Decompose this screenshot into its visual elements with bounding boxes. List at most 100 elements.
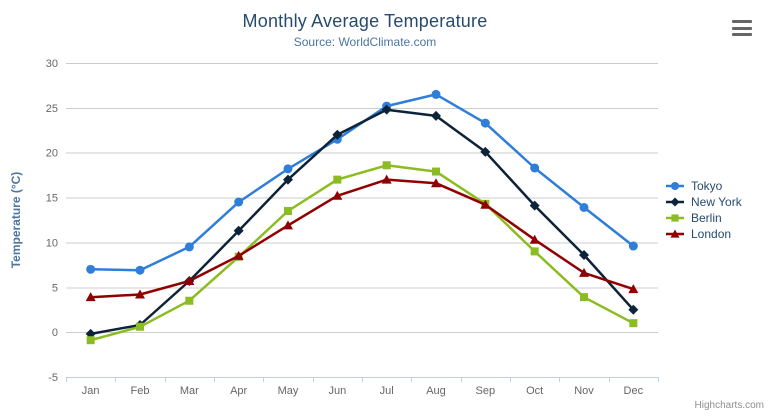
series-line-london[interactable] (89, 178, 635, 299)
data-point-square[interactable] (629, 319, 638, 328)
data-point-triangle[interactable] (135, 289, 145, 299)
data-point-triangle[interactable] (579, 267, 589, 277)
data-point-square[interactable] (671, 214, 679, 222)
x-axis-labels: Jan Feb Mar Apr May Jun Jul Aug Sep Oct Nov Dec (82, 385, 644, 397)
data-point-circle[interactable] (530, 163, 540, 173)
data-point-triangle[interactable] (529, 234, 540, 244)
x-axis-tick-label: Aug (426, 385, 446, 397)
gridlines (66, 63, 658, 378)
x-axis-tick-label: Dec (624, 385, 644, 397)
legend-marker-triangle-icon (666, 229, 684, 238)
x-axis (66, 377, 659, 382)
series-line-berlin[interactable] (89, 164, 635, 342)
legend-marker-square-icon (666, 214, 684, 222)
data-point-circle[interactable] (135, 265, 145, 275)
data-point-diamond[interactable] (233, 225, 244, 236)
legend-item-tokyo[interactable]: Tokyo (666, 178, 742, 194)
x-axis-tick-label: Jan (82, 385, 100, 397)
hamburger-menu-icon (732, 26, 752, 30)
legend-marker-diamond-icon (666, 197, 684, 207)
data-point-circle[interactable] (431, 89, 441, 99)
series-london[interactable] (85, 174, 639, 302)
data-point-diamond[interactable] (628, 304, 639, 315)
legend-marker-circle-icon (666, 181, 684, 191)
data-point-diamond[interactable] (332, 129, 343, 140)
x-axis-tick-label: Apr (230, 385, 247, 397)
data-point-diamond[interactable] (283, 174, 293, 185)
data-point-square[interactable] (432, 167, 440, 176)
x-axis-tick-label: Nov (574, 385, 594, 397)
data-point-square[interactable] (382, 161, 391, 170)
series-tokyo[interactable] (86, 89, 638, 275)
x-axis-tick-label: Jul (380, 385, 394, 397)
y-axis-tick-label: 20 (46, 148, 58, 160)
data-point-square[interactable] (86, 336, 95, 345)
data-point-circle[interactable] (234, 197, 244, 207)
data-point-diamond[interactable] (431, 110, 441, 121)
data-point-square[interactable] (136, 322, 144, 331)
y-axis-tick-label: -5 (48, 372, 58, 384)
data-point-square[interactable] (284, 207, 292, 216)
series-line-tokyo[interactable] (89, 93, 635, 272)
legend-label: London (691, 227, 732, 241)
legend-label: New York (691, 195, 742, 209)
y-axis-title: Temperature (°C) (9, 171, 23, 269)
x-axis-tick-label: Feb (131, 385, 150, 397)
y-axis-tick-label: 15 (46, 193, 58, 205)
data-point-triangle[interactable] (283, 220, 293, 230)
data-point-diamond[interactable] (381, 104, 392, 115)
legend: Tokyo New York Berlin London (666, 178, 742, 242)
x-axis-tick-label: Jun (328, 385, 346, 397)
legend-item-london[interactable]: London (666, 226, 742, 242)
data-point-circle[interactable] (184, 242, 194, 252)
chart-title: Monthly Average Temperature (242, 11, 488, 31)
data-point-triangle[interactable] (184, 276, 195, 286)
data-point-triangle[interactable] (233, 250, 244, 260)
legend-item-berlin[interactable]: Berlin (666, 210, 742, 226)
credits-link[interactable]: Highcharts.com (694, 400, 764, 411)
data-point-triangle[interactable] (670, 229, 680, 238)
data-point-triangle[interactable] (85, 292, 96, 302)
data-point-square[interactable] (185, 296, 194, 305)
y-axis-tick-label: 0 (52, 327, 58, 339)
data-point-diamond[interactable] (579, 249, 589, 260)
data-point-diamond[interactable] (529, 200, 540, 211)
x-axis-tick-label: Oct (526, 385, 543, 397)
data-point-circle[interactable] (480, 118, 490, 128)
data-point-square[interactable] (333, 175, 342, 184)
series-new-york[interactable] (85, 104, 639, 339)
y-axis-labels: -5 0 5 10 15 20 25 30 (46, 58, 58, 384)
x-axis-tick-label: May (278, 385, 299, 397)
data-point-diamond[interactable] (480, 146, 491, 157)
data-point-triangle[interactable] (381, 174, 392, 184)
y-axis-tick-label: 5 (52, 282, 58, 294)
hamburger-menu-icon (732, 33, 752, 36)
data-point-circle[interactable] (670, 181, 680, 191)
chart-subtitle: Source: WorldClimate.com (293, 35, 437, 49)
data-point-circle[interactable] (86, 264, 96, 274)
x-axis-tick-label: Mar (180, 385, 199, 397)
data-point-square[interactable] (580, 293, 588, 302)
series-berlin[interactable] (86, 161, 638, 345)
y-axis-tick-label: 30 (46, 58, 58, 70)
data-point-triangle[interactable] (480, 199, 491, 209)
x-axis-tick-label: Sep (476, 385, 496, 397)
series-line-new-york[interactable] (89, 108, 635, 336)
legend-label: Tokyo (691, 179, 723, 193)
data-point-triangle[interactable] (628, 284, 639, 294)
data-point-triangle[interactable] (431, 178, 441, 188)
y-axis-tick-label: 10 (46, 237, 58, 249)
data-point-square[interactable] (530, 247, 539, 256)
data-point-circle[interactable] (628, 241, 638, 251)
legend-label: Berlin (691, 211, 722, 225)
data-point-triangle[interactable] (332, 190, 343, 200)
legend-item-new-york[interactable]: New York (666, 194, 742, 210)
data-point-circle[interactable] (283, 164, 293, 174)
export-menu-button[interactable] (730, 17, 754, 39)
hamburger-menu-icon (732, 20, 752, 23)
y-axis-tick-label: 25 (46, 103, 58, 115)
data-point-circle[interactable] (579, 202, 589, 212)
data-point-diamond[interactable] (670, 197, 680, 207)
